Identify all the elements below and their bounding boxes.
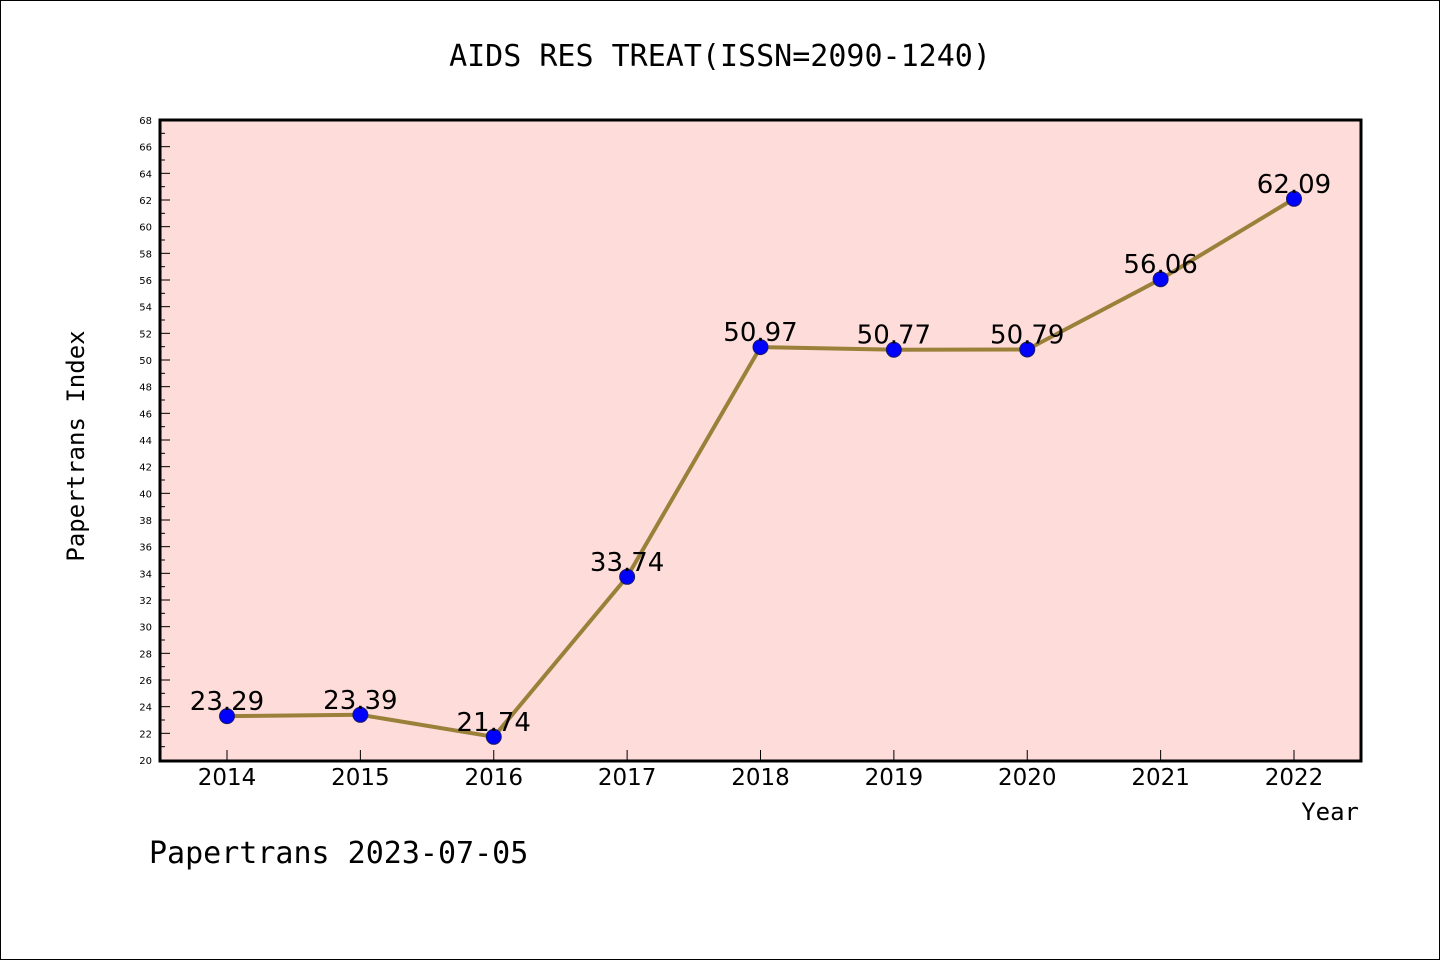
data-point-marker xyxy=(219,708,235,725)
data-point-marker xyxy=(619,568,636,585)
x-axis-ticks: 2014 2015 2016 2017 2018 2019 2020 2021 2022 xyxy=(198,750,1324,791)
data-label: 23.39 xyxy=(323,686,397,716)
footer-text: Papertrans 2023-07-05 xyxy=(149,836,528,871)
y-tick-label: 68 xyxy=(139,116,152,127)
data-point-marker xyxy=(752,339,769,356)
data-point-marker xyxy=(352,706,369,723)
x-tick-label: 2020 xyxy=(998,765,1057,791)
x-tick-label: 2018 xyxy=(731,765,790,791)
x-tick-label: 2021 xyxy=(1131,765,1190,791)
data-point-marker xyxy=(1286,190,1302,207)
y-tick-label: 60 xyxy=(139,223,152,234)
y-tick-label: 38 xyxy=(139,516,152,527)
data-label: 23.29 xyxy=(190,687,264,717)
marker-group xyxy=(219,190,1302,745)
y-tick-label: 48 xyxy=(139,383,152,394)
data-point-marker xyxy=(885,341,902,358)
x-axis-label: Year xyxy=(1301,798,1359,826)
y-axis-ticks: 20 22 24 26 28 30 32 34 36 38 40 42 44 46 48 50 52 54 56 58… xyxy=(139,116,170,767)
x-tick-label: 2014 xyxy=(198,765,257,791)
x-tick-label: 2019 xyxy=(865,765,924,791)
data-point-marker xyxy=(1152,271,1169,288)
y-tick-label: 44 xyxy=(139,436,152,447)
chart-title: AIDS RES TREAT(ISSN=2090-1240) xyxy=(449,39,991,74)
y-tick-label: 22 xyxy=(139,729,152,740)
data-label-group: 23.29 23.39 21.74 33.74 50.97 50.77 50.79 56.06… xyxy=(190,170,1331,738)
data-label: 56.06 xyxy=(1123,250,1197,280)
y-tick-label: 56 xyxy=(139,276,152,287)
y-tick-label: 50 xyxy=(139,356,152,367)
x-tick-label: 2016 xyxy=(464,765,523,791)
x-tick-label: 2022 xyxy=(1265,765,1324,791)
y-tick-label: 40 xyxy=(139,489,152,500)
data-label: 21.74 xyxy=(457,708,531,738)
y-tick-label: 58 xyxy=(139,249,152,260)
data-point-marker xyxy=(485,728,502,745)
y-tick-label: 32 xyxy=(139,596,152,607)
data-point-marker xyxy=(1019,341,1036,358)
y-tick-label: 26 xyxy=(139,676,152,687)
plot-area xyxy=(158,118,1363,763)
y-tick-label: 54 xyxy=(139,303,152,314)
data-label: 50.97 xyxy=(723,318,797,348)
y-tick-label: 34 xyxy=(139,569,152,580)
y-tick-label: 36 xyxy=(139,543,152,554)
y-tick-label: 64 xyxy=(139,169,152,180)
data-label: 50.79 xyxy=(990,320,1064,350)
data-label: 33.74 xyxy=(590,548,664,578)
x-tick-label: 2015 xyxy=(331,765,390,791)
y-tick-label: 20 xyxy=(139,756,152,767)
y-tick-label: 24 xyxy=(139,703,152,714)
x-tick-label: 2017 xyxy=(598,765,657,791)
y-axis-label: Papertrans Index xyxy=(62,330,90,561)
y-tick-label: 52 xyxy=(139,329,152,340)
data-label: 62.09 xyxy=(1257,170,1331,200)
y-tick-label: 42 xyxy=(139,463,152,474)
y-tick-label: 46 xyxy=(139,409,152,420)
y-tick-label: 28 xyxy=(139,649,152,660)
y-tick-label: 66 xyxy=(139,143,152,154)
data-label: 50.77 xyxy=(857,321,931,351)
y-tick-label: 62 xyxy=(139,196,152,207)
y-tick-label: 30 xyxy=(139,623,152,634)
